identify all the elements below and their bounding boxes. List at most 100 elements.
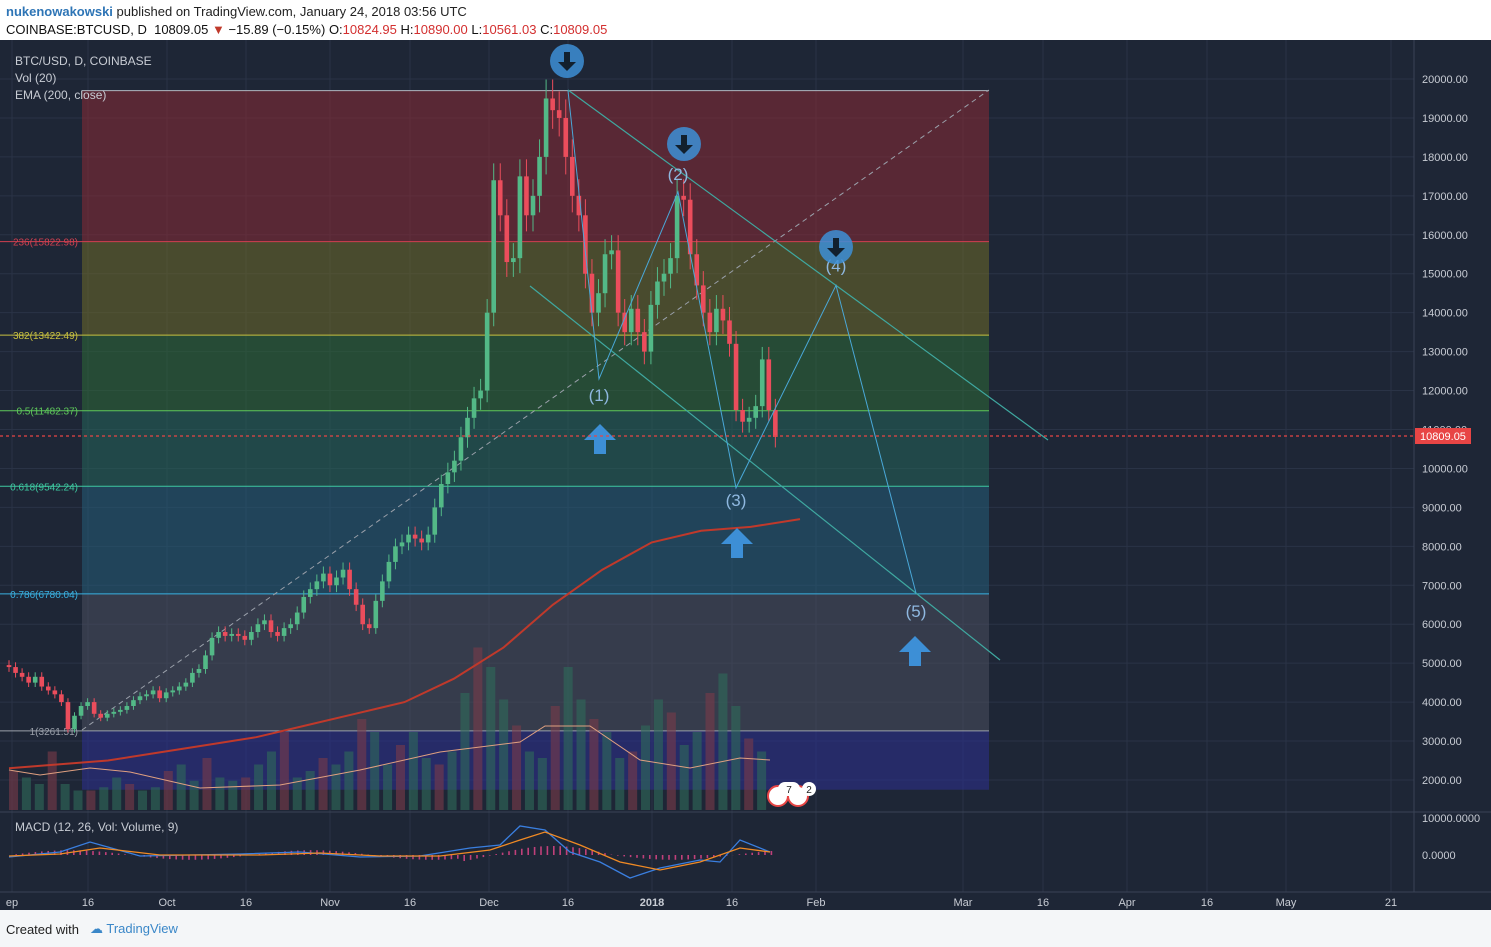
candle-body	[615, 250, 621, 313]
volume-bar	[163, 771, 173, 810]
candle-body	[59, 694, 64, 703]
macd-histogram-bar	[28, 852, 30, 855]
x-tick-label: 16	[562, 897, 574, 909]
macd-histogram-bar	[591, 850, 593, 855]
macd-histogram-bar	[226, 855, 229, 858]
macd-histogram-bar	[15, 854, 17, 855]
x-tick-label: 16	[240, 897, 252, 909]
macd-histogram-bar	[681, 855, 683, 860]
symbol-label: COINBASE:BTCUSD, D	[6, 22, 147, 37]
open-label: O:	[328, 22, 343, 37]
volume-bar	[512, 725, 522, 810]
macd-pane[interactable]	[8, 825, 773, 879]
signal-line	[8, 831, 771, 871]
volume-bar	[34, 784, 44, 810]
candle-body	[308, 589, 313, 597]
candle-body	[465, 417, 470, 438]
legend-ema: EMA (200, close)	[15, 88, 106, 102]
macd-histogram-bar	[559, 846, 561, 855]
volume-bar	[241, 777, 251, 810]
candle-body	[353, 589, 359, 605]
volume-bar	[125, 784, 135, 810]
candle-body	[124, 706, 130, 710]
y-tick-label: 5000.00	[1422, 658, 1462, 670]
macd-histogram-bar	[540, 846, 542, 855]
candle-body	[530, 195, 536, 216]
candle-body	[222, 632, 228, 636]
candle-body	[550, 98, 555, 111]
macd-histogram-bar	[207, 855, 209, 860]
candle-body	[740, 410, 745, 422]
time-axis[interactable]: ep 16 Oct 16 Nov 16 Dec 16 2018 16 Feb Mar 16 Apr 16 Ma…	[6, 897, 1397, 909]
macd-histogram-bar	[169, 855, 171, 860]
y-tick-label: 4000.00	[1422, 697, 1462, 709]
candle-body	[13, 667, 18, 673]
volume-bar	[679, 745, 689, 810]
macd-tick-top: 10000.0000	[1422, 813, 1480, 825]
candle-body	[733, 343, 739, 411]
macd-histogram-bar	[745, 853, 747, 855]
candle-body	[203, 655, 208, 670]
macd-histogram-bar	[719, 855, 721, 857]
macd-histogram-bar	[713, 855, 715, 858]
candle-body	[622, 312, 627, 333]
macd-histogram-bar	[425, 855, 427, 860]
candle-body	[144, 694, 149, 697]
candle-body	[681, 195, 686, 200]
candle-body	[150, 690, 156, 695]
candle-body	[85, 702, 90, 707]
volume-bar	[563, 667, 573, 810]
price-chart[interactable]: 236(15822.98) 382(13422.49) 0.5(11482.37) 0…	[0, 0, 1491, 910]
publish-line: nukenowakowski published on TradingView.…	[6, 4, 467, 19]
volume-bar	[370, 732, 380, 810]
candle-body	[98, 713, 103, 718]
author-link[interactable]: nukenowakowski	[6, 4, 113, 19]
candle-body	[32, 676, 38, 683]
fib-label: 0.618(9542.24)	[10, 482, 78, 493]
candle-body	[170, 690, 176, 693]
legend-volume: Vol (20)	[15, 71, 56, 85]
candle-body	[543, 98, 549, 157]
candle-body	[589, 273, 595, 313]
candle-body	[118, 709, 123, 712]
macd-histogram-bar	[188, 855, 190, 860]
macd-histogram-bar	[655, 855, 657, 860]
brand-label: TradingView	[106, 921, 178, 936]
fib-band	[82, 335, 989, 411]
macd-histogram-bar	[553, 846, 555, 855]
macd-histogram-bar	[623, 855, 625, 857]
volume-bar	[473, 647, 483, 810]
y-tick-label: 12000.00	[1422, 386, 1468, 398]
wave-label: (3)	[726, 491, 747, 510]
price-axis[interactable]: 20000.00 19000.00 18000.00 17000.00 16000.00…	[1422, 74, 1468, 787]
ema-line	[8, 518, 801, 770]
candle-body	[701, 285, 706, 313]
macd-histogram-bar	[98, 851, 101, 855]
candle-body	[661, 273, 667, 282]
volume-bar	[344, 751, 354, 810]
candle-body	[504, 215, 510, 263]
badge-2-label: 2	[806, 785, 812, 796]
fibonacci-retracement[interactable]: 236(15822.98) 382(13422.49) 0.5(11482.37) 0…	[0, 90, 989, 790]
x-tick-label: Oct	[158, 897, 175, 909]
candle-body	[249, 632, 254, 640]
tradingview-link[interactable]: ☁ TradingView	[90, 921, 178, 936]
candle-body	[373, 600, 379, 629]
volume-bar	[653, 699, 663, 810]
candle-body	[458, 437, 464, 461]
candle-body	[78, 706, 84, 716]
candle-body	[727, 320, 732, 344]
volume-bar	[292, 777, 302, 810]
macd-histogram-bar	[700, 855, 702, 859]
candle-body	[491, 180, 496, 313]
volume-bar	[357, 719, 367, 810]
event-badges[interactable]: 7 2	[767, 782, 816, 807]
down-arrow-glyph	[827, 238, 845, 257]
candle-body	[111, 711, 117, 714]
volume-bar	[228, 780, 238, 810]
open-value: 10824.95	[342, 22, 397, 37]
macd-histogram-bar	[604, 853, 606, 855]
candle-body	[668, 258, 673, 274]
macd-histogram-bar	[642, 855, 645, 859]
trend-lines[interactable]	[81, 89, 1049, 731]
